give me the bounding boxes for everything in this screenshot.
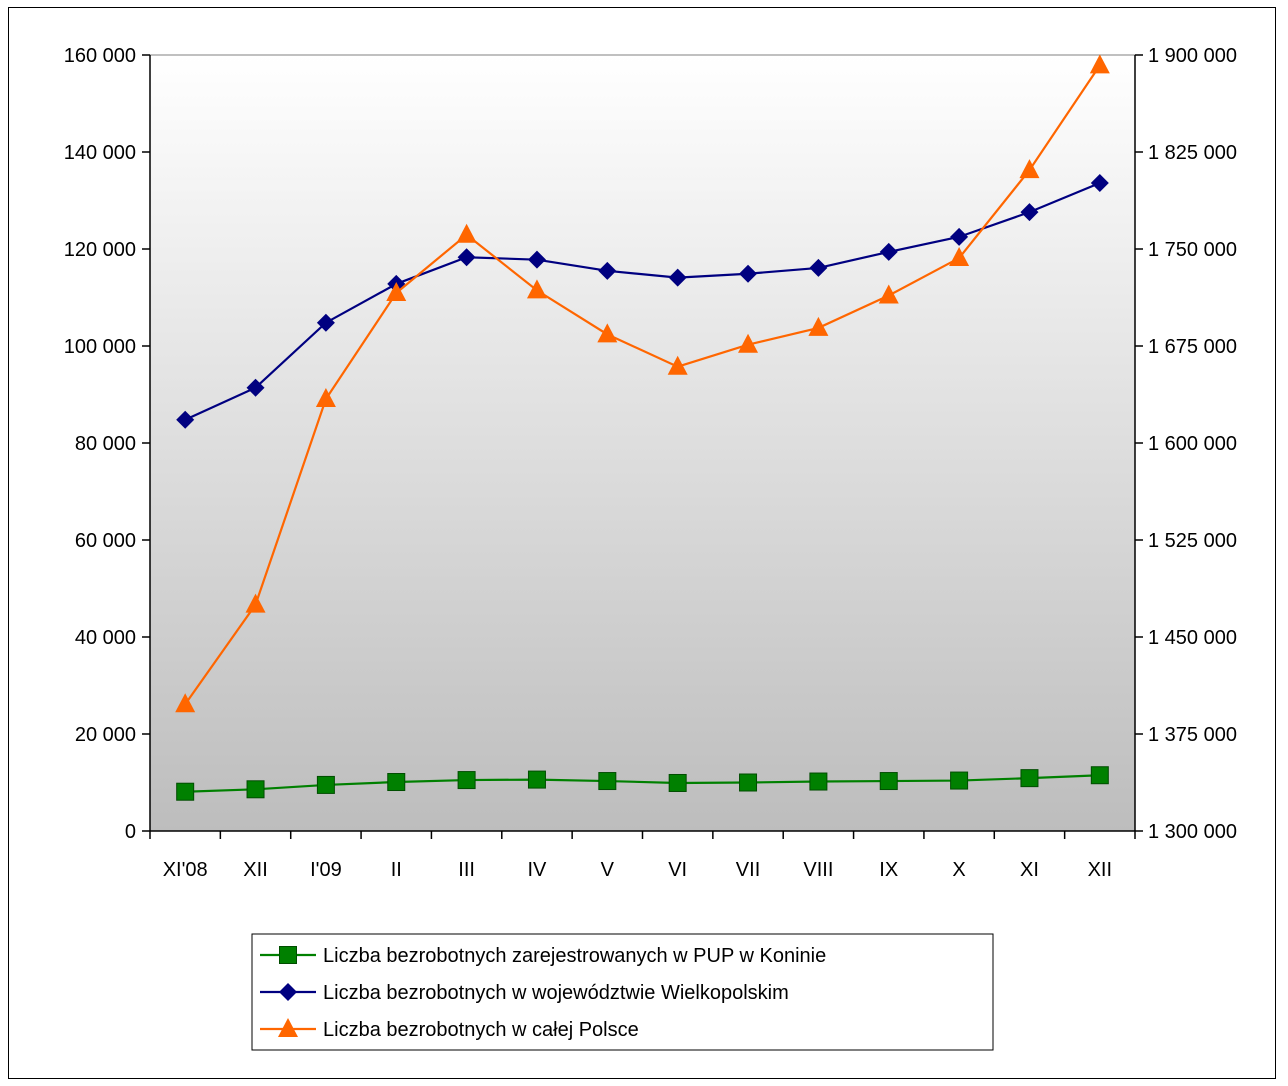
series-2-point [809,258,828,277]
series-3-point [808,316,829,336]
series-1-point [527,770,546,789]
series-2-point [598,261,617,280]
legend-marker-1 [279,946,297,964]
series-1-point [598,772,617,791]
y-tick-label: 140 000 [64,142,136,164]
x-tick-label: II [391,859,402,881]
series-3-point [949,247,970,267]
legend-marker-3 [278,1018,298,1037]
series-1-point [879,772,898,791]
series-2-point [176,410,195,429]
series-3-point [738,333,759,353]
series-1-point [176,782,195,801]
series-2-point [1020,203,1039,222]
series-3-point [245,593,266,613]
series-3-point [386,281,407,301]
x-tick-label: III [458,859,475,881]
series-1-point [316,775,335,794]
series-3-line [184,64,1101,705]
y-tick-label: 100 000 [64,336,136,358]
series-1-point [739,773,758,792]
y-tick-label: 120 000 [64,239,136,261]
y-tick-label: 60 000 [75,530,136,552]
series-1-point [809,772,828,791]
series-2-point [739,264,758,283]
y2-tick-label: 1 750 000 [1148,239,1237,261]
y-tick-label: 160 000 [64,45,136,67]
series-1-point [387,773,406,792]
series-3-point [315,388,336,408]
series-1-point [1090,766,1109,785]
series-2-point [668,268,687,287]
series-2-point [527,250,546,269]
series-1-line [185,774,1100,793]
y-tick-label: 40 000 [75,627,136,649]
series-3-point [526,279,547,299]
x-tick-label: VII [736,859,760,881]
x-tick-label: XII [1088,859,1112,881]
y-tick-label: 80 000 [75,433,136,455]
plot-area [149,54,1136,832]
y2-tick-label: 1 525 000 [1148,530,1237,552]
legend-box [251,933,994,1051]
x-tick-label: IV [528,859,548,881]
x-tick-label: XII [243,859,267,881]
y2-tick-label: 1 450 000 [1148,627,1237,649]
series-2-point [457,248,476,267]
y-tick-label: 20 000 [75,724,136,746]
x-tick-label: VI [668,859,687,881]
y2-tick-label: 1 900 000 [1148,45,1237,67]
series-1-point [246,780,265,799]
x-tick-label: XI [1020,859,1039,881]
series-3-point [456,223,477,243]
series-3-point [1019,159,1040,179]
series-2-point [1090,174,1109,193]
chart-frame [8,7,1276,1079]
series-1 [176,766,1109,801]
series-3-point [175,693,196,713]
series-2-line [184,182,1101,421]
x-tick-label: XI'08 [163,859,208,881]
legend: Liczba bezrobotnych zarejestrowanych w P… [251,933,994,1051]
series-1-point [950,771,969,790]
x-tick-label: VIII [803,859,833,881]
legend-label-3: Liczba bezrobotnych w całej Polsce [323,1019,639,1041]
series-2-point [879,242,898,261]
series-3-point [878,284,899,304]
plot-background [149,54,1136,832]
series-1-point [668,773,687,792]
x-tick-label: V [601,859,615,881]
y2-tick-label: 1 300 000 [1148,821,1237,843]
legend-label-1: Liczba bezrobotnych zarejestrowanych w P… [323,945,826,967]
axes: 0 20 000 40 000 60 000 80 000 100 000 120 000 1… [64,45,1237,881]
y2-tick-label: 1 600 000 [1148,433,1237,455]
series-2-point [246,378,265,397]
series-2-point [316,313,335,332]
series-2-point [950,227,969,246]
x-tick-label: X [952,859,965,881]
y-tick-label: 0 [125,821,136,843]
y2-tick-label: 1 375 000 [1148,724,1237,746]
series-1-point [1020,769,1039,788]
x-tick-label: I'09 [310,859,342,881]
series-3-point [597,323,618,343]
legend-marker-2 [279,983,297,1001]
y2-tick-label: 1 675 000 [1148,336,1237,358]
series-layer [175,54,1110,801]
series-1-point [457,771,476,790]
series-3-point [1089,54,1110,74]
series-3 [175,54,1110,713]
legend-label-2: Liczba bezrobotnych w województwie Wielk… [323,982,789,1004]
x-tick-label: IX [879,859,898,881]
y2-tick-label: 1 825 000 [1148,142,1237,164]
series-3-point [667,355,688,375]
